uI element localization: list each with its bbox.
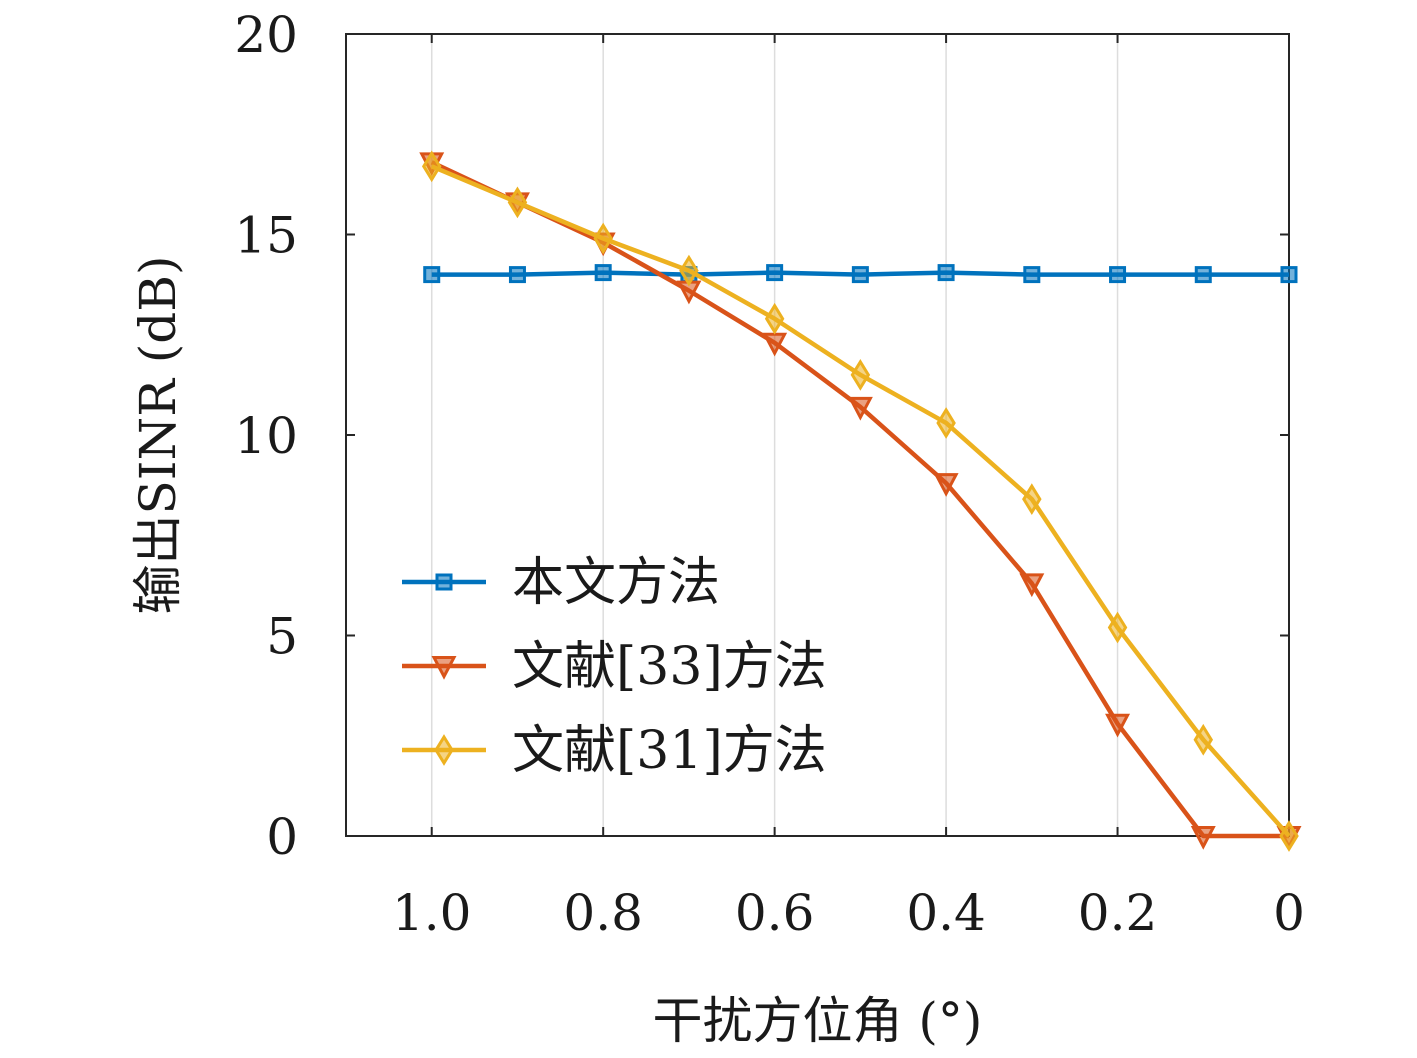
x-axis-title: 干扰方位角 (°)	[653, 992, 983, 1050]
legend-marker	[434, 734, 454, 766]
x-tick-label: 0.8	[563, 884, 643, 942]
series-1-point	[1194, 266, 1212, 284]
series-2-point	[1105, 713, 1131, 738]
legend-label: 文献[33]方法	[512, 637, 827, 697]
series-1-point	[1280, 266, 1298, 284]
series-2-point	[847, 396, 873, 421]
x-tick-label: 0.2	[1078, 884, 1158, 942]
y-axis-title: 输出SINR (dB)	[129, 255, 187, 614]
legend-label: 文献[31]方法	[512, 721, 827, 781]
y-tick-label: 10	[234, 407, 298, 465]
y-tick-label: 15	[234, 207, 298, 265]
y-tick-label: 0	[266, 808, 298, 866]
series-2-point	[933, 473, 959, 497]
series-1-point	[508, 266, 526, 284]
x-tick-label: 1.0	[392, 884, 472, 942]
series-3-point	[936, 407, 956, 439]
legend-label: 本文方法	[512, 553, 720, 613]
series-1-point	[594, 264, 612, 282]
series-1-point	[1109, 266, 1127, 284]
series-2-point	[1190, 826, 1216, 850]
series-3-point	[1107, 611, 1128, 644]
series-3-point	[850, 358, 871, 391]
series-3-point	[1022, 483, 1042, 516]
y-tick-label: 5	[266, 608, 298, 666]
x-tick-label: 0.6	[735, 884, 815, 942]
series-3-point	[679, 254, 699, 287]
series-3-point	[764, 302, 785, 335]
series-3-point	[507, 186, 528, 219]
legend-marker	[435, 573, 453, 591]
series-1-point	[937, 264, 955, 282]
series-1-point	[1023, 266, 1041, 284]
series-3	[421, 150, 1299, 852]
series-2-point	[1019, 573, 1045, 598]
series-3-point	[1193, 723, 1214, 756]
series-1-point	[766, 264, 784, 282]
x-tick-label: 0	[1273, 884, 1305, 942]
y-tick-label: 20	[234, 6, 298, 64]
series-3-point	[1279, 820, 1299, 852]
axis-ticks: 1.0 0.8 0.6 0.4 0.2 0 0 5 10 15 20	[234, 6, 1305, 942]
series-1-point	[423, 266, 441, 284]
x-tick-label: 0.4	[906, 884, 986, 942]
series-layer	[419, 150, 1302, 852]
series-3-point	[421, 150, 442, 183]
legend-marker	[431, 656, 457, 680]
series-1-point	[851, 266, 869, 284]
series-3-point	[593, 222, 613, 255]
